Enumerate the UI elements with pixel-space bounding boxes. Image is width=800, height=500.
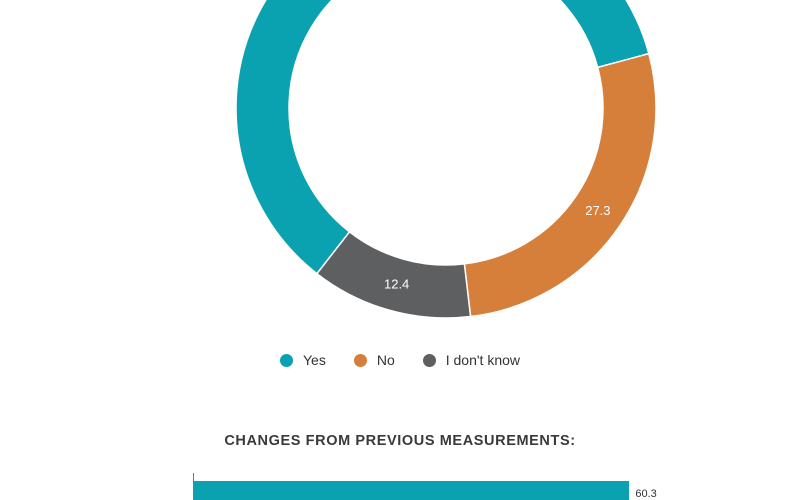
legend-swatch-yes [279, 353, 293, 367]
bar-axis-line [193, 473, 194, 500]
legend-label-dont-know: I don't know [445, 352, 521, 368]
chart-legend: Yes No I don't know [0, 352, 800, 368]
legend-swatch-dont-know [422, 353, 436, 367]
bar-value-label: 60.3 [635, 488, 657, 500]
legend-item-no: No [353, 352, 395, 368]
donut-slice-yes [235, 0, 650, 275]
legend-label-yes: Yes [302, 352, 326, 368]
donut-slice-no [463, 52, 657, 318]
donut-slice-i-don-t-know [315, 230, 472, 319]
bar-yes [194, 481, 630, 500]
legend-swatch-no [353, 353, 367, 367]
legend-item-yes: Yes [279, 352, 326, 368]
legend-label-no: No [376, 352, 395, 368]
legend-item-dont-know: I don't know [422, 352, 521, 368]
donut-label-no: 27.3 [585, 203, 610, 218]
section-title: CHANGES FROM PREVIOUS MEASUREMENTS: [224, 433, 576, 449]
donut-label-i-don-t-know: 12.4 [384, 277, 409, 292]
